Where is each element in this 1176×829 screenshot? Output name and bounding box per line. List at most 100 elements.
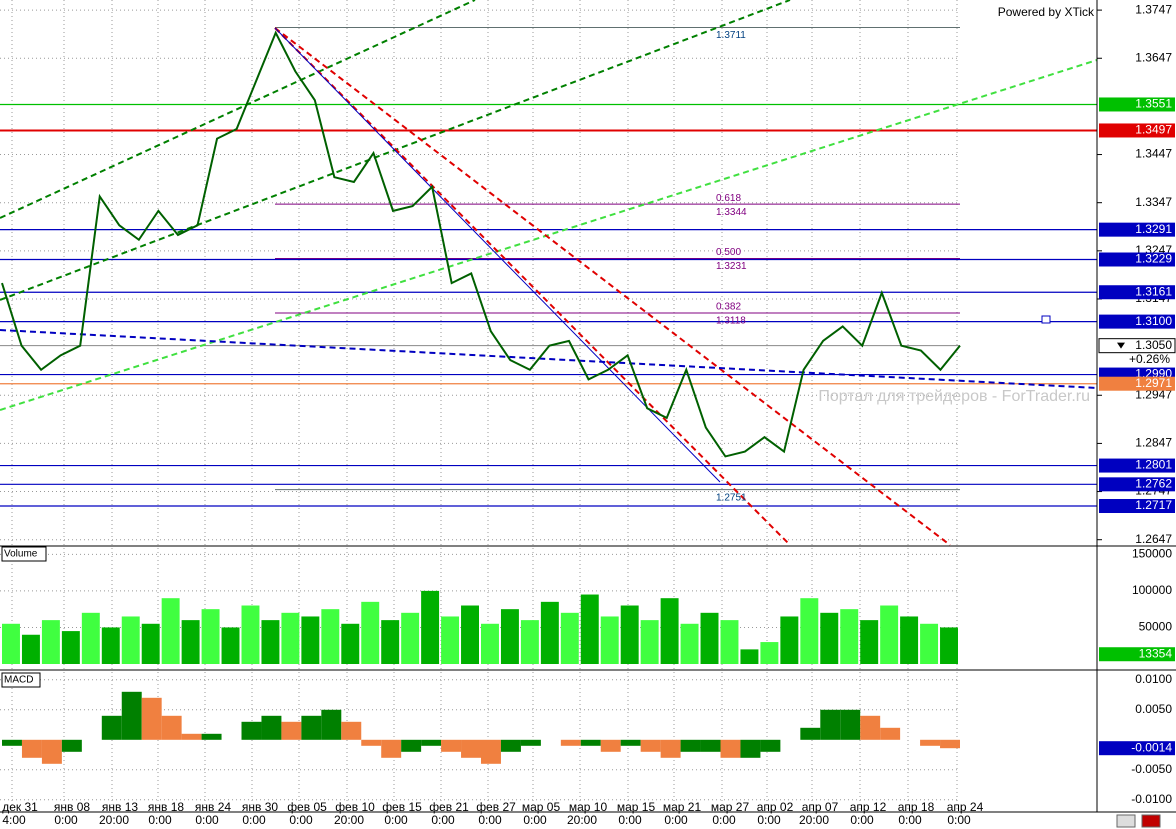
volume-bar (241, 605, 260, 664)
macd-badge (1099, 741, 1175, 756)
macd-bar (660, 739, 681, 758)
volume-bar (940, 627, 958, 664)
macd-bar (481, 739, 501, 764)
macd-bar (580, 739, 601, 746)
volume-bar (640, 620, 659, 664)
macd-bar (680, 739, 701, 752)
volume-bar (461, 605, 479, 664)
volume-bar (920, 623, 939, 664)
macd-bar (21, 739, 42, 758)
level-badge (1099, 477, 1175, 492)
volume-bar (61, 631, 80, 664)
volume-bar (760, 642, 779, 664)
volume-bar (860, 620, 879, 664)
panel-title-box (1, 546, 47, 562)
x-date-label: фев 15 (382, 800, 422, 814)
x-date-label: апр 12 (850, 800, 887, 814)
x-time-label: 0:00 (54, 813, 78, 827)
macd-bar (600, 739, 621, 752)
macd-bar (560, 739, 581, 746)
volume-bar (880, 605, 899, 664)
panel-title-box (1, 672, 41, 688)
macd-bar (61, 739, 82, 752)
volume-bar (121, 616, 140, 664)
level-label: 1.3161 (1135, 284, 1172, 298)
level-badge (1099, 97, 1175, 112)
volume-bar (341, 623, 360, 664)
level-badge (1099, 314, 1175, 329)
macd-bar (161, 715, 182, 740)
macd-bar (361, 739, 382, 746)
level-label: 1.2717 (1135, 498, 1172, 512)
price-tick-label: 1.2847 (1135, 436, 1172, 450)
macd-bar (461, 739, 481, 758)
fib-value: 1.2751 (716, 492, 747, 503)
fib-value: 1.3118 (716, 316, 746, 327)
macd-bar (281, 721, 302, 740)
x-date-label: мар 10 (569, 800, 608, 814)
volume-bar (700, 612, 719, 664)
volume-bar (840, 609, 859, 664)
channel-line (0, 0, 476, 219)
level-badge (1099, 499, 1175, 514)
zoom-button[interactable] (1116, 814, 1136, 828)
trend-line (274, 27, 951, 546)
fib-value: 1.3344 (716, 207, 747, 218)
panel-title: MACD (4, 675, 33, 686)
level-label: 1.3291 (1135, 222, 1172, 236)
volume-bar (481, 623, 499, 664)
volume-bar (321, 609, 340, 664)
macd-bar (820, 709, 841, 740)
macd-bar (800, 727, 821, 740)
powered-by: Powered by XTick (998, 5, 1095, 19)
volume-bar (301, 616, 320, 664)
x-time-label: 0:00 (242, 813, 266, 827)
fib-ratio: 0.382 (716, 302, 741, 313)
price-tick-label: 1.2647 (1135, 532, 1172, 546)
volume-bar (600, 616, 619, 664)
volume-bar (800, 598, 819, 664)
macd-bar (321, 709, 342, 740)
x-date-label: янв 18 (148, 800, 185, 814)
level-label: 1.3100 (1135, 314, 1172, 328)
x-date-label: мар 21 (663, 800, 702, 814)
exit-button[interactable] (1141, 814, 1161, 828)
macd-bar (700, 739, 721, 752)
macd-bar (2, 739, 22, 746)
volume-bar (441, 616, 460, 664)
price-tick-label: 1.2947 (1135, 387, 1172, 401)
level-label: 1.3229 (1135, 252, 1172, 266)
x-time-label: 0:00 (384, 813, 408, 827)
x-time-label: 0:00 (757, 813, 781, 827)
x-time-label: 0:00 (478, 813, 502, 827)
fib-ratio: 0.500 (716, 247, 741, 258)
volume-bar (361, 601, 380, 664)
macd-bar (500, 739, 521, 752)
x-time-label: 0:00 (664, 813, 688, 827)
trend-line (0, 329, 1098, 389)
volume-bar (620, 605, 639, 664)
x-time-label: 20:00 (567, 813, 597, 827)
level-badge (1099, 123, 1175, 138)
volume-bar (141, 623, 160, 664)
x-time-label: 0:00 (947, 813, 971, 827)
volume-bar (421, 590, 440, 664)
anchor-handle[interactable] (1041, 315, 1051, 324)
level-badge (1099, 252, 1175, 267)
x-date-label: фев 05 (287, 800, 327, 814)
x-time-label: 0:00 (850, 813, 874, 827)
macd-bar (41, 739, 62, 764)
volume-bar (900, 616, 919, 664)
volume-bar (381, 620, 400, 664)
level-label: 1.3497 (1135, 123, 1172, 137)
volume-bar (41, 620, 60, 664)
volume-bar (580, 594, 599, 664)
macd-bar (301, 715, 322, 740)
macd-bar (520, 739, 541, 746)
x-time-label: 0:00 (898, 813, 922, 827)
volume-bar (281, 612, 300, 664)
panel-title: Volume (4, 549, 38, 560)
macd-bar (760, 739, 781, 752)
volume-tick-label: 50000 (1139, 620, 1173, 634)
x-time-label: 0:00 (523, 813, 547, 827)
